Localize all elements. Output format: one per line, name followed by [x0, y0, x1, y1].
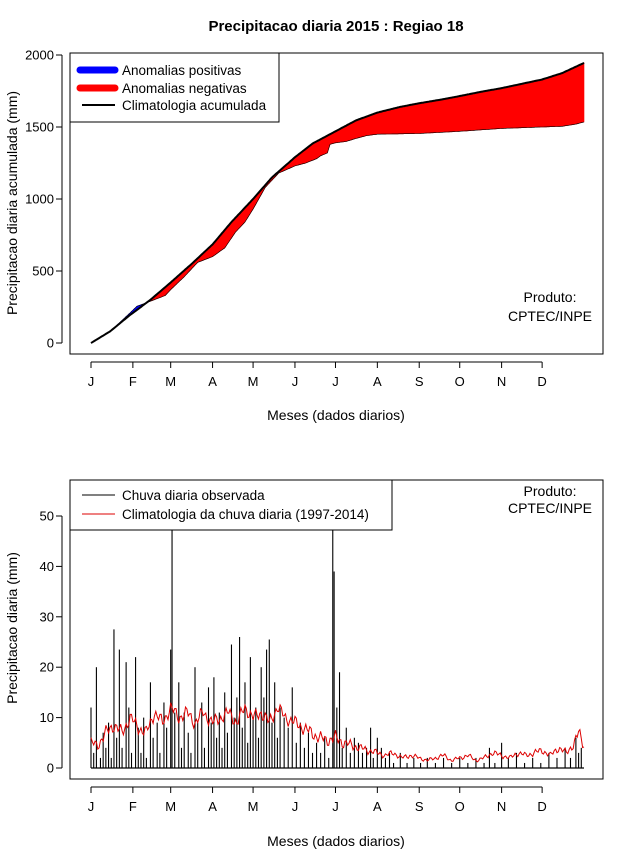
- bottom-y-tick-label-3: 30: [40, 609, 54, 624]
- bottom-y-tick-label-1: 10: [40, 710, 54, 725]
- bottom-x-tick-label-2: M: [165, 799, 176, 814]
- bottom-x-tick-label-6: J: [332, 799, 339, 814]
- legend-climatology-daily-label: Climatologia da chuva diaria (1997-2014): [122, 507, 369, 522]
- top-y-tick-label-1: 500: [32, 264, 54, 279]
- top-y-tick-label-3: 1500: [25, 120, 54, 135]
- bottom-x-tick-label-5: J: [292, 799, 299, 814]
- top-y-axis: 0 500 1000 1500 2000: [25, 48, 63, 351]
- top-x-tick-label-6: J: [332, 374, 339, 389]
- bottom-y-tick-label-5: 50: [40, 509, 54, 524]
- top-plot-area: [90, 62, 585, 344]
- top-x-tick-label-9: O: [455, 374, 465, 389]
- bottom-x-tick-label-7: A: [373, 799, 382, 814]
- top-product-label-line2: CPTEC/INPE: [508, 308, 592, 324]
- bottom-x-axis-label: Meses (dados diarios): [267, 833, 405, 849]
- top-x-tick-label-7: A: [373, 374, 382, 389]
- bottom-product-label-line1: Produto:: [524, 483, 577, 499]
- top-legend: Anomalias positivas Anomalias negativas …: [69, 52, 280, 123]
- top-plot-frame: [69, 52, 604, 355]
- top-x-tick-label-10: N: [497, 374, 506, 389]
- legend-positive-label: Anomalias positivas: [122, 63, 242, 78]
- bottom-x-tick-label-3: A: [208, 799, 217, 814]
- climatology-accumulated-line: [90, 62, 585, 344]
- top-y-tick-label-2: 1000: [25, 192, 54, 207]
- top-x-tick-label-0: J: [88, 374, 95, 389]
- top-x-tick-label-11: D: [537, 374, 546, 389]
- bottom-y-axis: 0 10 20 30 40 50: [40, 509, 63, 776]
- top-y-axis-label: Precipitacao diaria acumulada (mm): [4, 91, 20, 315]
- top-product-label-line1: Produto:: [524, 289, 577, 305]
- top-x-axis-label: Meses (dados diarios): [267, 407, 405, 423]
- bottom-legend: Chuva diaria observada Climatologia da c…: [69, 479, 393, 531]
- daily-climatology-line: [90, 702, 585, 763]
- top-x-tick-label-5: J: [292, 374, 299, 389]
- top-x-tick-label-8: S: [415, 374, 424, 389]
- observed-accumulated-line: [90, 121, 585, 344]
- bottom-product-label-line2: CPTEC/INPE: [508, 500, 592, 516]
- bottom-y-tick-label-2: 20: [40, 660, 54, 675]
- bottom-y-axis-label: Precipitacao diaria (mm): [4, 552, 20, 704]
- bottom-x-tick-label-4: M: [248, 799, 259, 814]
- bottom-x-tick-label-10: N: [497, 799, 506, 814]
- top-x-tick-label-2: M: [165, 374, 176, 389]
- legend-climatology-label: Climatologia acumulada: [122, 98, 267, 113]
- bottom-y-tick-label-0: 0: [47, 761, 54, 776]
- bottom-x-tick-label-1: F: [129, 799, 137, 814]
- bottom-x-tick-label-0: J: [88, 799, 95, 814]
- top-y-tick-label-4: 2000: [25, 48, 54, 63]
- bottom-legend-box: [69, 479, 393, 531]
- bottom-panel: 0 10 20 30 40 50 J F M A M J J A S O N D Meses (dados di…: [4, 479, 604, 849]
- chart-title: Precipitacao diaria 2015 : Regiao 18: [208, 18, 463, 35]
- top-panel: 0 500 1000 1500 2000 J F M A M J J A S O N D Meses (dad…: [4, 48, 604, 423]
- top-x-tick-label-3: A: [208, 374, 217, 389]
- bottom-y-tick-label-4: 40: [40, 559, 54, 574]
- top-y-tick-label-0: 0: [47, 336, 54, 351]
- legend-negative-label: Anomalias negativas: [122, 81, 247, 96]
- top-x-tick-label-4: M: [248, 374, 259, 389]
- top-x-tick-label-1: F: [129, 374, 137, 389]
- bottom-x-tick-label-11: D: [537, 799, 546, 814]
- bottom-x-tick-label-8: S: [415, 799, 424, 814]
- legend-observed-label: Chuva diaria observada: [122, 488, 265, 503]
- bottom-x-tick-label-9: O: [455, 799, 465, 814]
